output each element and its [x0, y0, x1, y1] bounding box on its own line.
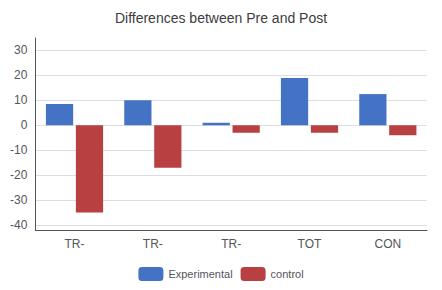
svg-text:-30: -30 — [10, 193, 28, 207]
svg-text:CON: CON — [374, 237, 401, 251]
svg-text:Differences between Pre and Po: Differences between Pre and Post — [115, 10, 327, 26]
svg-text:TR-: TR- — [65, 237, 85, 251]
svg-text:TOT: TOT — [298, 237, 322, 251]
svg-text:20: 20 — [14, 68, 28, 82]
svg-text:10: 10 — [14, 93, 28, 107]
svg-text:Experimental: Experimental — [168, 268, 232, 280]
svg-text:TR-: TR- — [143, 237, 163, 251]
svg-text:0: 0 — [21, 118, 28, 132]
svg-text:TR-: TR- — [221, 237, 241, 251]
svg-text:30: 30 — [14, 43, 28, 57]
svg-text:-10: -10 — [10, 143, 28, 157]
svg-text:control: control — [271, 268, 304, 280]
svg-text:-40: -40 — [10, 218, 28, 232]
svg-text:-20: -20 — [10, 168, 28, 182]
